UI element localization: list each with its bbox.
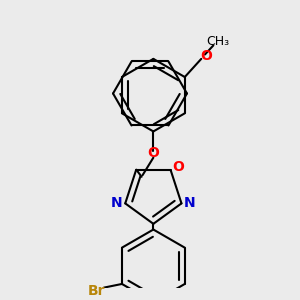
Text: N: N — [184, 196, 196, 210]
Text: O: O — [147, 146, 159, 160]
Text: CH₃: CH₃ — [206, 35, 229, 48]
Text: O: O — [172, 160, 184, 174]
Text: Br: Br — [87, 284, 105, 298]
Text: N: N — [111, 196, 123, 210]
Text: O: O — [200, 49, 212, 63]
